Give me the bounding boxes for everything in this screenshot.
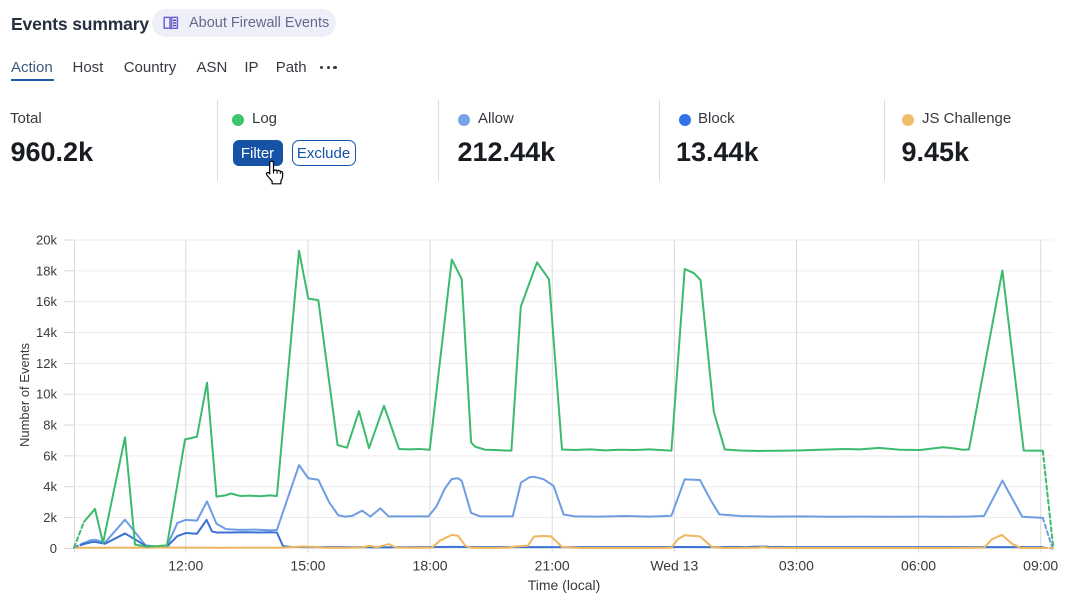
svg-text:15:00: 15:00 <box>290 558 325 574</box>
svg-text:4k: 4k <box>43 479 57 494</box>
svg-text:12k: 12k <box>36 356 57 371</box>
svg-text:06:00: 06:00 <box>901 558 936 574</box>
svg-text:10k: 10k <box>36 387 57 402</box>
svg-text:6k: 6k <box>43 448 57 463</box>
svg-text:20k: 20k <box>36 233 57 248</box>
svg-text:21:00: 21:00 <box>535 558 570 574</box>
svg-text:12:00: 12:00 <box>168 558 203 574</box>
svg-text:8k: 8k <box>43 418 57 433</box>
svg-text:18k: 18k <box>36 263 57 278</box>
svg-text:16k: 16k <box>36 294 57 309</box>
svg-text:Number of Events: Number of Events <box>17 342 32 447</box>
svg-text:14k: 14k <box>36 325 57 340</box>
svg-text:Time (local): Time (local) <box>528 577 601 593</box>
svg-text:18:00: 18:00 <box>413 558 448 574</box>
svg-text:Wed 13: Wed 13 <box>650 558 698 574</box>
svg-text:2k: 2k <box>43 510 57 525</box>
svg-text:0: 0 <box>50 541 57 556</box>
svg-text:09:00: 09:00 <box>1023 558 1058 574</box>
svg-text:03:00: 03:00 <box>779 558 814 574</box>
